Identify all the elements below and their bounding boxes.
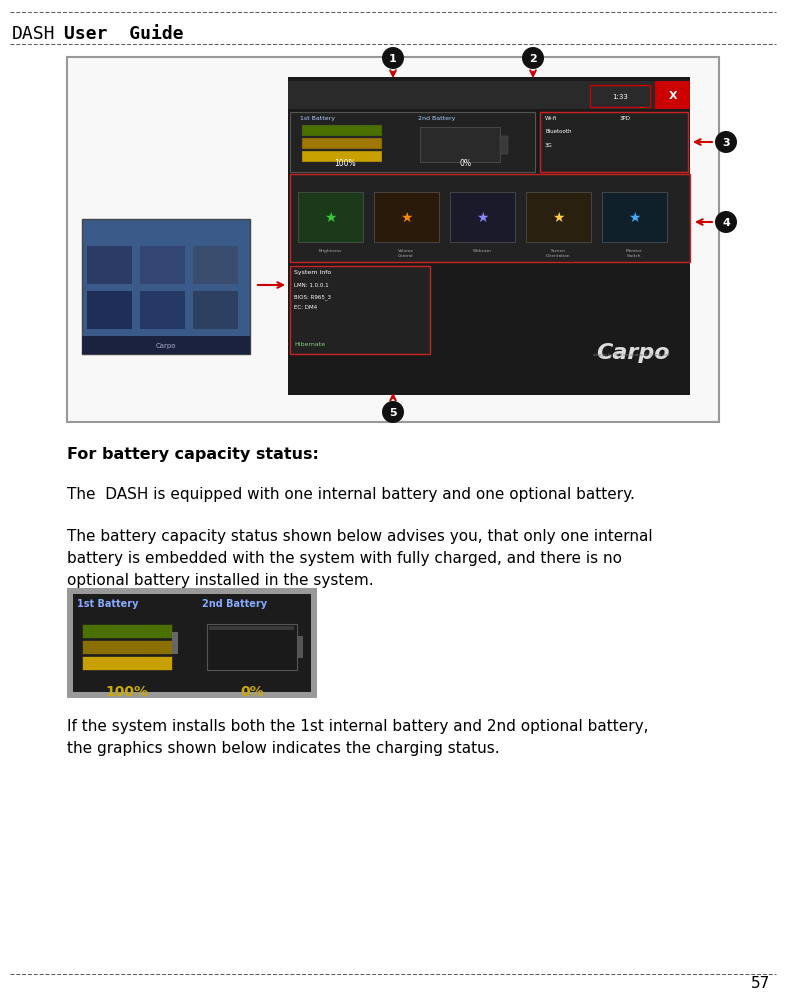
Bar [172,632,178,654]
Bar [655,82,690,110]
Text: For battery capacity status:: For battery capacity status: [67,447,319,462]
Text: System Info: System Info [294,270,331,275]
Text: X: X [669,91,678,101]
Bar [290,267,430,355]
Text: 100%: 100% [105,684,149,698]
Circle shape [715,211,737,233]
Text: If the system installs both the 1st internal battery and 2nd optional battery,: If the system installs both the 1st inte… [67,718,648,733]
Bar [602,192,667,242]
Bar [297,636,303,658]
Bar [82,337,250,355]
Bar [526,192,591,242]
Text: 4: 4 [722,217,730,227]
Bar [67,58,719,423]
Text: The battery capacity status shown below advises you, that only one internal: The battery capacity status shown below … [67,528,652,543]
Bar [590,86,650,108]
Text: BIOS: R965_3: BIOS: R965_3 [294,294,331,300]
Circle shape [522,48,544,70]
Bar [82,640,172,654]
Text: Hibernate: Hibernate [294,342,325,347]
Text: Webcam: Webcam [472,248,491,253]
Bar [87,292,132,330]
Bar [288,78,690,396]
Text: ★: ★ [476,210,488,224]
Text: Carpo: Carpo [156,343,176,349]
Bar [193,292,238,330]
Bar [298,192,363,242]
Bar [67,588,317,698]
Text: EC: DM4: EC: DM4 [294,305,317,310]
Text: 2nd Battery: 2nd Battery [418,116,455,121]
Bar [374,192,439,242]
Bar [420,128,500,163]
Bar [450,192,515,242]
Bar [288,82,690,110]
Text: 2: 2 [529,54,537,64]
Bar [207,624,297,670]
Bar [140,246,185,285]
Text: battery is embedded with the system with fully charged, and there is no: battery is embedded with the system with… [67,550,622,565]
Text: 1st Battery: 1st Battery [300,116,335,121]
Bar [290,113,535,172]
Text: 2nd Battery: 2nd Battery [202,598,267,608]
Text: LMN: 1.0.0.1: LMN: 1.0.0.1 [294,283,329,288]
Bar [140,292,185,330]
Text: 1: 1 [389,54,397,64]
Text: ★: ★ [628,210,641,224]
Text: Screen
Orientation: Screen Orientation [545,248,571,258]
Bar [73,594,311,692]
Bar [302,152,382,163]
Text: Volume
Control: Volume Control [398,248,414,258]
Circle shape [382,48,404,70]
Bar [82,656,172,670]
Circle shape [382,402,404,424]
Text: Wi-fi: Wi-fi [545,116,557,121]
Text: 0%: 0% [241,684,264,698]
Bar [209,626,294,630]
Bar [193,246,238,285]
Text: design by flea innovation& Computer: design by flea innovation& Computer [593,353,670,357]
Text: Carpo: Carpo [597,343,670,363]
Text: 0%: 0% [459,159,471,167]
Text: 1st Battery: 1st Battery [77,598,138,608]
Bar [540,113,688,172]
Text: ★: ★ [324,210,336,224]
Bar [82,624,172,638]
Text: ★: ★ [400,210,412,224]
Bar [82,219,250,355]
Text: Brightness: Brightness [318,248,342,253]
Text: 3PD: 3PD [620,116,631,121]
Text: Monitor
Switch: Monitor Switch [626,248,642,258]
Text: 100%: 100% [334,159,356,167]
Text: 3: 3 [722,138,730,148]
Text: DASH: DASH [12,25,56,43]
Bar [87,246,132,285]
Text: Bluetooth: Bluetooth [545,129,571,134]
Bar [290,174,690,263]
Text: The  DASH is equipped with one internal battery and one optional battery.: The DASH is equipped with one internal b… [67,487,635,501]
Text: the graphics shown below indicates the charging status.: the graphics shown below indicates the c… [67,740,500,756]
Text: 3G: 3G [545,143,553,148]
Text: 57: 57 [751,975,770,990]
Bar [500,137,508,155]
Text: User  Guide: User Guide [64,25,184,43]
Bar [302,139,382,150]
Text: 5: 5 [389,408,397,418]
Text: 1:33: 1:33 [612,94,628,100]
Bar [302,126,382,137]
Text: ★: ★ [552,210,564,224]
Circle shape [715,132,737,154]
Text: optional battery installed in the system.: optional battery installed in the system… [67,572,373,587]
